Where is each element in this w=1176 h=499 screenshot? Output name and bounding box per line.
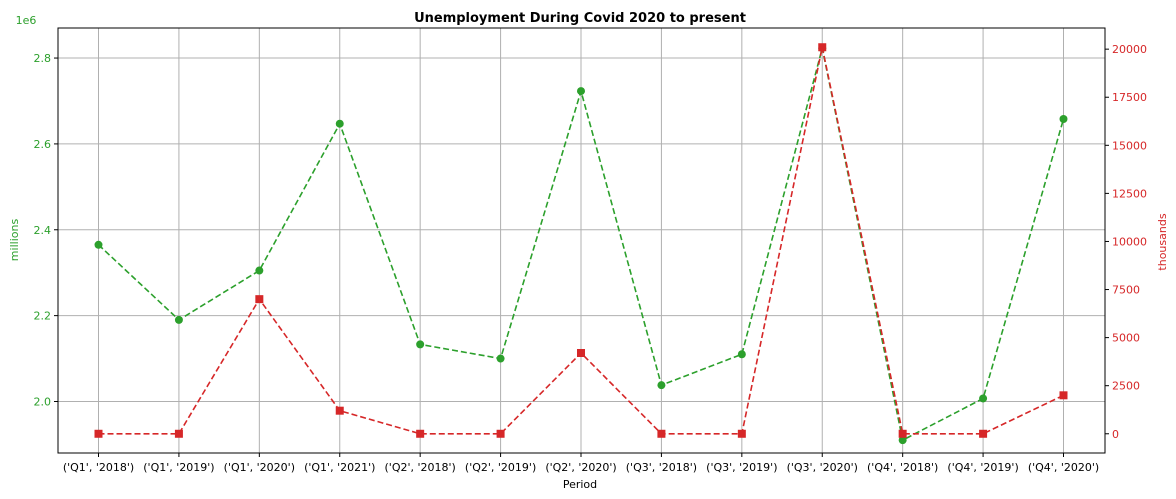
left-tick-label: 2.2 [34,310,52,323]
left-y-axis: 2.0 2.2 2.4 2.6 2.8 [34,52,58,408]
right-tick-label: 2500 [1112,380,1140,393]
right-tick-label: 20000 [1112,43,1147,56]
x-tick-label: ('Q1', '2019') [143,461,214,474]
x-axis-label: Period [563,478,597,491]
left-tick-label: 2.4 [34,224,52,237]
x-tick-label: ('Q4', '2020') [1028,461,1099,474]
chart-title: Unemployment During Covid 2020 to presen… [414,11,746,26]
data-point-left [898,436,907,445]
left-axis-label: millions [8,219,21,262]
x-tick-label: ('Q1', '2021') [304,461,375,474]
data-point-right [416,429,425,438]
data-point-right [1059,391,1068,400]
data-point-left [335,119,344,128]
data-point-right [898,429,907,438]
data-point-left [174,315,183,324]
right-tick-label: 10000 [1112,235,1147,248]
data-point-right [94,429,103,438]
x-tick-label: ('Q3', '2018') [626,461,697,474]
grid-lines [58,28,1105,453]
left-tick-label: 2.0 [34,395,52,408]
x-tick-label: ('Q1', '2020') [224,461,295,474]
left-tick-label: 2.8 [34,52,52,65]
data-point-left [979,394,988,403]
right-axis-label: thousands [1156,213,1169,270]
x-tick-label: ('Q2', '2019') [465,461,536,474]
data-point-left [737,350,746,359]
data-point-left [577,87,585,96]
x-tick-label: ('Q2', '2020') [545,461,616,474]
data-point-right [979,429,988,438]
data-point-right [496,429,505,438]
right-tick-label: 17500 [1112,91,1147,104]
data-point-left [1059,115,1068,124]
x-tick-label: ('Q1', '2018') [63,461,134,474]
left-axis-offset-label: 1e6 [16,14,37,27]
x-tick-label: ('Q3', '2019') [706,461,777,474]
right-y-axis: 0 2500 5000 7500 10000 12500 15000 17500 20000 [1105,43,1147,441]
right-tick-label: 12500 [1112,187,1147,200]
x-tick-label: ('Q3', '2020') [787,461,858,474]
data-point-left [657,381,666,390]
data-point-right [818,43,827,52]
data-point-right [657,429,666,438]
data-point-left [496,354,505,363]
data-point-right [255,295,264,304]
data-point-right [174,429,183,438]
x-tick-label: ('Q4', '2018') [867,461,938,474]
data-point-right [737,429,746,438]
right-tick-label: 15000 [1112,139,1147,152]
right-tick-label: 0 [1112,428,1119,441]
data-point-left [416,340,425,349]
data-point-right [577,349,585,357]
data-point-left [94,240,103,249]
x-tick-label: ('Q4', '2019') [947,461,1018,474]
series-layer [94,43,1068,445]
left-tick-label: 2.6 [34,138,52,151]
x-tick-label: ('Q2', '2018') [385,461,456,474]
data-point-left [255,266,264,275]
x-axis: ('Q1', '2018') ('Q1', '2019') ('Q1', '2020… [63,453,1099,474]
right-tick-label: 7500 [1112,284,1140,297]
data-point-right [335,406,344,415]
right-tick-label: 5000 [1112,332,1140,345]
